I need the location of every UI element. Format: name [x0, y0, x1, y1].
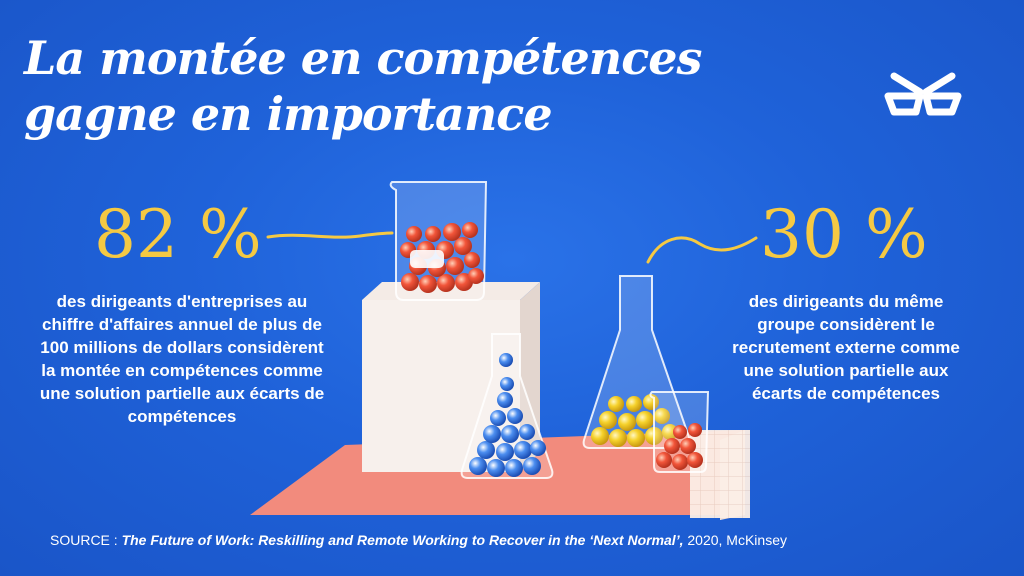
stat-left-value: 82 %	[94, 196, 262, 273]
source-citation: SOURCE : The Future of Work: Reskilling …	[50, 530, 787, 550]
stat-right-description: des dirigeants du même groupe considèren…	[732, 292, 960, 403]
page-title: La montée en compétences gagne en import…	[24, 31, 702, 141]
source-prefix: SOURCE :	[50, 532, 122, 548]
source-work-title: The Future of Work: Reskilling and Remot…	[121, 532, 684, 548]
stat-right-value: 30 %	[760, 196, 928, 273]
source-suffix: 2020, McKinsey	[683, 532, 787, 548]
flask-blue-marbles	[460, 333, 554, 479]
small-beaker-orange-marbles	[649, 391, 710, 473]
stat-left-description: des dirigeants d'entreprises au chiffre …	[39, 292, 325, 426]
beaker-orange-marbles	[389, 181, 488, 301]
glasses-icon	[884, 72, 962, 116]
